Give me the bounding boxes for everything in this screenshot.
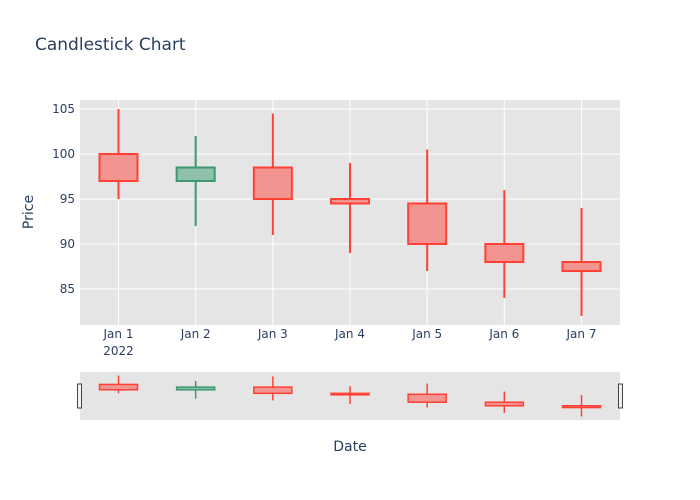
candle-body [330, 198, 370, 205]
range-slider[interactable] [77, 372, 623, 420]
candle-body [98, 153, 139, 182]
x-tick-label: Jan 1 [103, 327, 134, 341]
candles [98, 109, 602, 316]
y-tick-label: 100 [52, 147, 75, 161]
candle-body [252, 166, 293, 200]
x-tick-label: Jan 2 [180, 327, 211, 341]
mini-candle-body [561, 405, 602, 409]
mini-candle-body [98, 383, 139, 391]
x-tick-label: Jan 7 [566, 327, 597, 341]
chart-title: Candlestick Chart [35, 35, 186, 55]
mini-candle-body [175, 386, 216, 391]
x-tick-label: Jan 4 [334, 327, 365, 341]
candle-body [175, 166, 216, 182]
y-tick-label: 95 [60, 192, 75, 206]
range-slider-right-handle[interactable] [618, 383, 623, 409]
x-tick-label: Jan 3 [257, 327, 288, 341]
candle-body [407, 202, 448, 245]
mini-candle-body [484, 401, 525, 407]
y-tick-label: 105 [52, 102, 75, 116]
y-tick-label: 85 [60, 282, 75, 296]
mini-candle-body [407, 393, 447, 403]
mini-candle-body [330, 392, 370, 396]
candle-body [561, 261, 602, 272]
mini-candle-body [253, 386, 293, 395]
x-year-label: 2022 [103, 344, 134, 358]
x-axis-title: Date [333, 439, 366, 455]
y-tick-label: 90 [60, 237, 75, 251]
y-tick-labels: 85 90 95 100 105 [52, 102, 75, 296]
candle-body [484, 243, 525, 263]
range-slider-left-handle[interactable] [77, 383, 82, 409]
x-tick-labels: Jan 1 Jan 2 Jan 3 Jan 4 Jan 5 Jan 6 Jan 7 [103, 327, 597, 341]
range-slider-candles [98, 375, 602, 417]
x-tick-label: Jan 6 [488, 327, 519, 341]
x-tick-label: Jan 5 [411, 327, 442, 341]
y-axis-title: Price [21, 195, 37, 229]
